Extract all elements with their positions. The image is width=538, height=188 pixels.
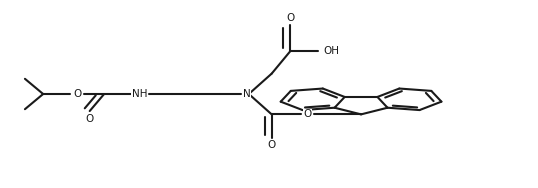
Text: O: O	[286, 13, 294, 23]
Text: NH: NH	[132, 89, 147, 99]
Text: OH: OH	[324, 46, 339, 56]
Text: O: O	[303, 109, 312, 119]
Text: O: O	[86, 114, 94, 124]
Text: N: N	[243, 89, 250, 99]
Text: O: O	[73, 89, 82, 99]
Text: O: O	[267, 140, 276, 150]
